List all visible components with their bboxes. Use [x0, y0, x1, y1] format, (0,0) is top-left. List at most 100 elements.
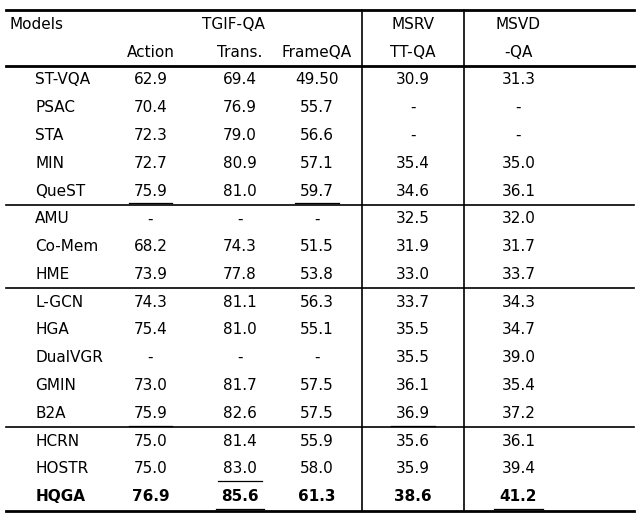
- Text: HOSTR: HOSTR: [35, 462, 88, 476]
- Text: -: -: [314, 350, 319, 365]
- Text: 31.9: 31.9: [396, 239, 430, 254]
- Text: 35.5: 35.5: [396, 322, 429, 338]
- Text: L-GCN: L-GCN: [35, 295, 83, 309]
- Text: 30.9: 30.9: [396, 72, 430, 88]
- Text: 34.7: 34.7: [502, 322, 535, 338]
- Text: 33.0: 33.0: [396, 267, 430, 282]
- Text: -: -: [237, 212, 243, 226]
- Text: TGIF-QA: TGIF-QA: [202, 17, 265, 32]
- Text: 34.3: 34.3: [501, 295, 536, 309]
- Text: 32.0: 32.0: [502, 212, 535, 226]
- Text: QueST: QueST: [35, 183, 86, 199]
- Text: 75.0: 75.0: [134, 462, 167, 476]
- Text: AMU: AMU: [35, 212, 70, 226]
- Text: 35.6: 35.6: [396, 433, 430, 449]
- Text: 81.0: 81.0: [223, 322, 257, 338]
- Text: 62.9: 62.9: [133, 72, 168, 88]
- Text: 55.1: 55.1: [300, 322, 333, 338]
- Text: 53.8: 53.8: [300, 267, 333, 282]
- Text: 57.5: 57.5: [300, 378, 333, 393]
- Text: 75.4: 75.4: [134, 322, 167, 338]
- Text: -: -: [148, 350, 153, 365]
- Text: 37.2: 37.2: [502, 406, 535, 421]
- Text: 75.0: 75.0: [134, 433, 167, 449]
- Text: 73.9: 73.9: [133, 267, 168, 282]
- Text: -: -: [314, 212, 319, 226]
- Text: 56.3: 56.3: [300, 295, 334, 309]
- Text: 85.6: 85.6: [221, 489, 259, 504]
- Text: 35.4: 35.4: [396, 156, 429, 171]
- Text: 33.7: 33.7: [501, 267, 536, 282]
- Text: DualVGR: DualVGR: [35, 350, 103, 365]
- Text: 34.6: 34.6: [396, 183, 430, 199]
- Text: TT-QA: TT-QA: [390, 45, 436, 59]
- Text: Models: Models: [10, 17, 63, 32]
- Text: 36.1: 36.1: [501, 183, 536, 199]
- Text: 81.7: 81.7: [223, 378, 257, 393]
- Text: -: -: [516, 128, 521, 143]
- Text: -: -: [237, 350, 243, 365]
- Text: HGA: HGA: [35, 322, 69, 338]
- Text: -: -: [148, 212, 153, 226]
- Text: PSAC: PSAC: [35, 100, 76, 115]
- Text: 70.4: 70.4: [134, 100, 167, 115]
- Text: 74.3: 74.3: [223, 239, 257, 254]
- Text: Co-Mem: Co-Mem: [35, 239, 99, 254]
- Text: 81.4: 81.4: [223, 433, 257, 449]
- Text: 73.0: 73.0: [134, 378, 167, 393]
- Text: MSVD: MSVD: [496, 17, 541, 32]
- Text: 68.2: 68.2: [134, 239, 167, 254]
- Text: 38.6: 38.6: [394, 489, 431, 504]
- Text: 32.5: 32.5: [396, 212, 429, 226]
- Text: 36.9: 36.9: [396, 406, 430, 421]
- Text: 72.7: 72.7: [134, 156, 167, 171]
- Text: 80.9: 80.9: [223, 156, 257, 171]
- Text: HME: HME: [35, 267, 70, 282]
- Text: Trans.: Trans.: [218, 45, 262, 59]
- Text: 81.1: 81.1: [223, 295, 257, 309]
- Text: 77.8: 77.8: [223, 267, 257, 282]
- Text: 35.0: 35.0: [502, 156, 535, 171]
- Text: -QA: -QA: [504, 45, 532, 59]
- Text: 82.6: 82.6: [223, 406, 257, 421]
- Text: MIN: MIN: [35, 156, 64, 171]
- Text: -: -: [516, 100, 521, 115]
- Text: 75.9: 75.9: [134, 183, 167, 199]
- Text: 51.5: 51.5: [300, 239, 333, 254]
- Text: 35.5: 35.5: [396, 350, 429, 365]
- Text: 57.5: 57.5: [300, 406, 333, 421]
- Text: 49.50: 49.50: [295, 72, 339, 88]
- Text: GMIN: GMIN: [35, 378, 76, 393]
- Text: ST-VQA: ST-VQA: [35, 72, 90, 88]
- Text: 33.7: 33.7: [396, 295, 430, 309]
- Text: 39.0: 39.0: [501, 350, 536, 365]
- Text: 74.3: 74.3: [134, 295, 167, 309]
- Text: 79.0: 79.0: [223, 128, 257, 143]
- Text: HCRN: HCRN: [35, 433, 79, 449]
- Text: Action: Action: [127, 45, 174, 59]
- Text: 35.9: 35.9: [396, 462, 430, 476]
- Text: 56.6: 56.6: [300, 128, 334, 143]
- Text: 76.9: 76.9: [223, 100, 257, 115]
- Text: 35.4: 35.4: [502, 378, 535, 393]
- Text: 31.3: 31.3: [501, 72, 536, 88]
- Text: 57.1: 57.1: [300, 156, 333, 171]
- Text: 76.9: 76.9: [132, 489, 169, 504]
- Text: -: -: [410, 128, 415, 143]
- Text: 75.9: 75.9: [134, 406, 167, 421]
- Text: 36.1: 36.1: [396, 378, 430, 393]
- Text: 69.4: 69.4: [223, 72, 257, 88]
- Text: 59.7: 59.7: [300, 183, 333, 199]
- Text: -: -: [410, 100, 415, 115]
- Text: 58.0: 58.0: [300, 462, 333, 476]
- Text: FrameQA: FrameQA: [282, 45, 352, 59]
- Text: 31.7: 31.7: [502, 239, 535, 254]
- Text: 41.2: 41.2: [500, 489, 537, 504]
- Text: 83.0: 83.0: [223, 462, 257, 476]
- Text: 81.0: 81.0: [223, 183, 257, 199]
- Text: 36.1: 36.1: [501, 433, 536, 449]
- Text: 55.9: 55.9: [300, 433, 333, 449]
- Text: STA: STA: [35, 128, 63, 143]
- Text: 55.7: 55.7: [300, 100, 333, 115]
- Text: HQGA: HQGA: [35, 489, 85, 504]
